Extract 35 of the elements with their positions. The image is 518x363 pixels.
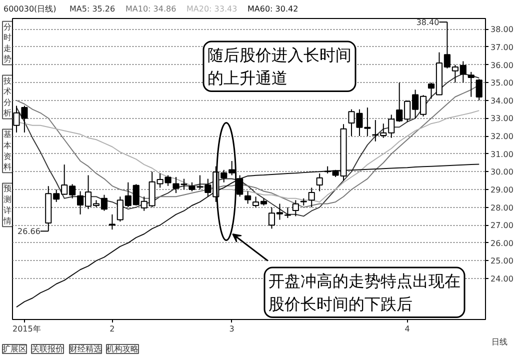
- y-tick-label: 34.00: [490, 96, 514, 106]
- text: 日线: [492, 338, 508, 346]
- annotation: 开盘冲高的走势特点出现在股价长时间的下跌后: [268, 272, 460, 314]
- text: MA10: 34.86: [126, 4, 176, 14]
- text: 分时走势: [4, 22, 12, 64]
- y-tick-label: 33.00: [490, 114, 514, 124]
- y-tick-label: 31.00: [490, 150, 514, 159]
- y-tick-label: 26.00: [490, 238, 514, 248]
- x-tick-label: 4: [404, 324, 410, 334]
- text: MA20: 33.43: [186, 4, 238, 14]
- y-tick-label: 36.00: [490, 60, 514, 70]
- candlestick: [308, 187, 315, 208]
- text: 基本资料: [4, 130, 12, 172]
- x-tick-label: 3: [229, 324, 234, 334]
- y-tick-label: 35.00: [490, 78, 514, 88]
- y-tick-label: 25.00: [490, 256, 514, 266]
- y-tick-label: 29.00: [490, 185, 514, 194]
- text: 技术分析: [2, 76, 12, 118]
- text: MA5: 35.26: [70, 4, 116, 14]
- chart-title: 600030(日线): [4, 4, 56, 14]
- y-tick-label: 38.00: [490, 25, 514, 34]
- y-tick-label: 27.00: [490, 221, 514, 230]
- annotation: 26.66: [18, 227, 40, 236]
- x-tick-label: 2015年: [12, 324, 41, 334]
- annotation: 随后股价进入长时间的上升通道: [208, 46, 352, 88]
- text: MA60: 30.42: [248, 4, 298, 14]
- y-tick-label: 28.00: [490, 203, 514, 212]
- annotation: 38.40: [416, 18, 440, 28]
- y-tick-label: 30.00: [490, 168, 514, 177]
- y-tick-label: 32.00: [490, 132, 514, 142]
- text: 预测详情: [2, 184, 12, 226]
- x-tick-label: 2: [110, 324, 115, 334]
- y-tick-label: 24.00: [490, 274, 514, 284]
- text: 关联报价: [32, 344, 64, 354]
- y-tick-label: 37.00: [490, 42, 514, 52]
